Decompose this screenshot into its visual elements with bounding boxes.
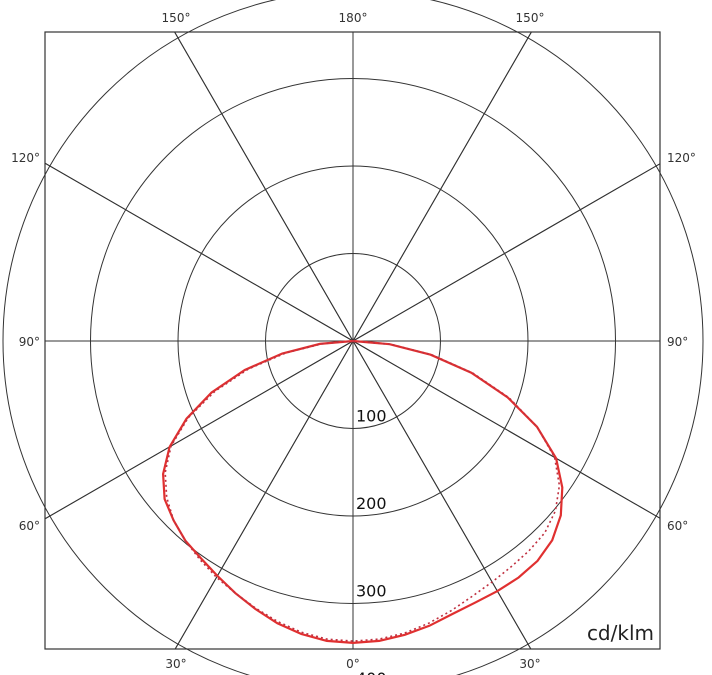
angle-label-right-middle: 90° bbox=[667, 335, 688, 349]
angle-labels: 150° 180° 150° 30° 0° 30° 120° 90° 60° 1… bbox=[11, 11, 696, 671]
intensity-curve-solid bbox=[161, 339, 564, 645]
radial-tick-labels: 100 200 300 400 bbox=[356, 407, 387, 675]
angle-label-left-lower: 60° bbox=[19, 519, 40, 533]
angle-label-right-lower: 60° bbox=[667, 519, 688, 533]
angle-label-bottom-left: 30° bbox=[165, 657, 186, 671]
ring-label-100: 100 bbox=[356, 407, 387, 426]
ring-label-400: 400 bbox=[356, 669, 387, 675]
angle-label-left-middle: 90° bbox=[19, 335, 40, 349]
angle-label-left-upper: 120° bbox=[11, 151, 40, 165]
ring-label-300: 300 bbox=[356, 582, 387, 601]
unit-label: cd/klm bbox=[587, 621, 654, 645]
angle-label-right-upper: 120° bbox=[667, 151, 696, 165]
intensity-curve-dotted bbox=[164, 340, 561, 642]
angle-label-bottom-center: 0° bbox=[346, 657, 360, 671]
angle-label-top-left: 150° bbox=[162, 11, 191, 25]
angle-label-top-center: 180° bbox=[339, 11, 368, 25]
angle-label-top-right: 150° bbox=[516, 11, 545, 25]
angle-label-bottom-right: 30° bbox=[519, 657, 540, 671]
intensity-curves bbox=[161, 339, 564, 645]
ring-label-200: 200 bbox=[356, 494, 387, 513]
